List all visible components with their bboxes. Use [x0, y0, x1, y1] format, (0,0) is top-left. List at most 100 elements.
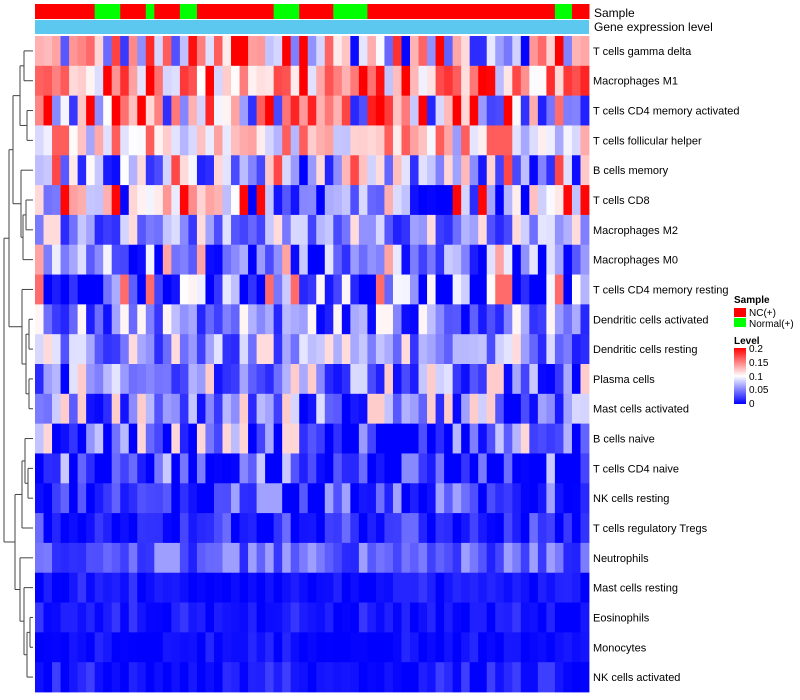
heatmap-cell	[239, 155, 249, 186]
heatmap-cell	[205, 572, 215, 603]
heatmap-cell	[554, 125, 564, 156]
heatmap-cell	[469, 572, 479, 603]
heatmap-cell	[324, 65, 334, 97]
heatmap-cell	[554, 36, 564, 67]
heatmap-cell	[478, 304, 488, 335]
heatmap-cell	[162, 155, 172, 186]
heatmap-cell	[392, 334, 402, 365]
heatmap-cell	[478, 214, 488, 246]
heatmap-cell	[231, 185, 240, 216]
heatmap-cell	[179, 602, 189, 633]
heatmap-cell	[94, 453, 104, 484]
heatmap-cell	[43, 95, 53, 126]
heatmap-cell	[162, 364, 172, 395]
heatmap-cell	[461, 393, 471, 425]
heatmap-cell	[341, 214, 351, 246]
heatmap-cell	[282, 513, 292, 544]
heatmap-cell	[94, 393, 104, 425]
heatmap-cell	[554, 155, 564, 186]
heatmap-cell	[392, 214, 402, 246]
heatmap-cell	[239, 453, 249, 484]
heatmap-cell	[196, 95, 206, 126]
heatmap-cell	[324, 542, 334, 574]
heatmap-cell	[35, 393, 44, 425]
heatmap-cell	[256, 453, 266, 484]
heatmap-cell	[103, 453, 113, 484]
heatmap-cell	[213, 602, 223, 633]
heatmap-cell	[299, 304, 309, 335]
heatmap-cell	[375, 36, 385, 67]
heatmap-cell	[299, 65, 309, 97]
heatmap-cell	[128, 36, 138, 67]
heatmap-cell	[307, 155, 317, 186]
heatmap-cell	[461, 602, 471, 633]
heatmap-cell	[461, 423, 471, 454]
sample-annotation-cell	[554, 4, 564, 19]
heatmap-cell	[222, 453, 232, 484]
heatmap-cell	[162, 542, 172, 574]
heatmap-cell	[239, 393, 249, 425]
heatmap-cell	[316, 423, 326, 454]
heatmap-cell	[529, 483, 539, 514]
heatmap-cell	[512, 542, 522, 574]
heatmap-cell	[367, 95, 377, 126]
heatmap-cell	[188, 393, 198, 425]
heatmap-cell	[35, 334, 44, 365]
heatmap-cell	[520, 513, 530, 544]
heatmap-cell	[248, 185, 257, 216]
row-label: Neutrophils	[593, 553, 649, 565]
heatmap-cell	[427, 125, 436, 156]
heatmap-cell	[265, 214, 275, 246]
heatmap-cell	[580, 393, 590, 425]
heatmap-cell	[94, 364, 104, 395]
heatmap-cell	[452, 185, 462, 216]
heatmap-cell	[256, 542, 266, 574]
heatmap-cell	[43, 513, 53, 544]
heatmap-cell	[461, 662, 471, 693]
heatmap-cell	[401, 244, 411, 275]
heatmap-cell	[316, 364, 326, 395]
heatmap-cell	[213, 542, 223, 574]
heatmap-cell	[537, 662, 547, 693]
heatmap-cell	[94, 542, 104, 574]
heatmap-cell	[571, 155, 581, 186]
heatmap-cell	[213, 483, 223, 514]
sample-annotation-cell	[43, 4, 53, 19]
heatmap-cell	[546, 65, 556, 97]
heatmap-cell	[77, 364, 87, 395]
heatmap-cell	[213, 36, 223, 67]
heatmap-cell	[282, 364, 292, 395]
heatmap-cell	[307, 483, 317, 514]
row-label: T cells CD8	[593, 195, 650, 207]
heatmap-cell	[461, 453, 471, 484]
heatmap-cell	[222, 304, 232, 335]
heatmap-cell	[350, 214, 360, 246]
heatmap-cell	[375, 513, 385, 544]
heatmap-cell	[265, 155, 275, 186]
heatmap-cell	[43, 185, 53, 216]
heatmap-cell	[69, 364, 79, 395]
heatmap-cell	[563, 602, 573, 633]
heatmap-cell	[171, 632, 181, 663]
heatmap-cell	[103, 304, 113, 335]
heatmap-cell	[35, 453, 44, 484]
heatmap-cell	[171, 364, 181, 395]
heatmap-cell	[103, 95, 113, 126]
heatmap-cell	[418, 542, 428, 574]
sample-annotation-cell	[52, 4, 62, 19]
heatmap-cell	[299, 602, 309, 633]
heatmap-cell	[529, 334, 539, 365]
heatmap-cell	[60, 334, 70, 365]
heatmap-cell	[401, 214, 411, 246]
sample-annotation-cell	[537, 4, 547, 19]
heatmap-cell	[384, 125, 394, 156]
heatmap-cell	[35, 602, 44, 633]
heatmap-cell	[265, 304, 275, 335]
row-label: Monocytes	[593, 642, 647, 654]
heatmap-cell	[444, 513, 454, 544]
row-dendrogram	[3, 50, 33, 678]
heatmap-cell	[103, 662, 113, 693]
heatmap-cell	[52, 95, 61, 126]
heatmap-cell	[265, 185, 275, 216]
heatmap-cell	[231, 36, 240, 67]
